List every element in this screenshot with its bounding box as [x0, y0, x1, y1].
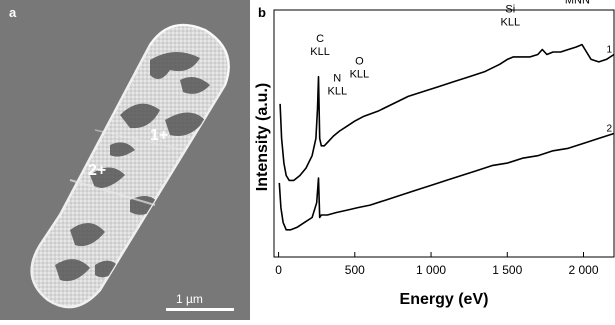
panel-b-label: b — [258, 5, 266, 20]
x-tick-label: 1 500 — [492, 263, 522, 277]
series-tag-1: 1 — [606, 44, 612, 55]
x-axis-label: Energy (eV) — [400, 291, 489, 308]
series-layer — [278, 43, 615, 231]
y-axis-label: Intensity (a.u.) — [254, 83, 271, 191]
series-tag-2: 2 — [606, 124, 612, 135]
sem-image: a 1+ 2+ 1 µm — [0, 0, 250, 320]
x-tick-label: 0 — [275, 263, 282, 277]
panel-a-micrograph: a 1+ 2+ 1 µm — [0, 0, 250, 320]
x-axis: 0 500 1 000 1 500 2 000 — [275, 252, 599, 277]
series-line-2 — [278, 132, 615, 231]
series-tags: 12 — [606, 44, 612, 134]
peak-annotation: O KLL — [350, 55, 370, 80]
panel-a-label: a — [9, 5, 17, 20]
marker-1: 1+ — [150, 127, 168, 144]
x-tick-label: 1 000 — [416, 263, 446, 277]
x-tick-label: 2 000 — [568, 263, 598, 277]
peak-annotation: AuMNN — [565, 0, 590, 6]
peak-annotation: Si KLL — [501, 3, 521, 28]
bacterium-cell — [30, 23, 230, 309]
peak-annotation: N KLL — [327, 73, 347, 98]
marker-2: 2+ — [88, 162, 106, 179]
scale-bar — [166, 308, 234, 311]
series-line-1 — [279, 43, 615, 182]
scale-bar-label: 1 µm — [176, 292, 203, 306]
x-tick-label: 500 — [345, 263, 365, 277]
peak-annotation: C KLL — [310, 33, 330, 58]
